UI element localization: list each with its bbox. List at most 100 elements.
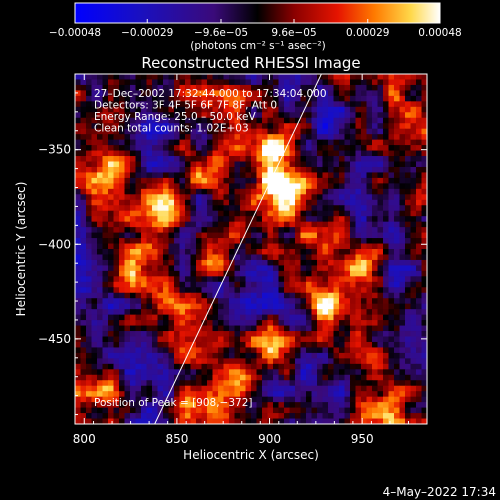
heatmap-cell	[212, 232, 219, 239]
heatmap-cell	[124, 287, 131, 294]
heatmap-cell	[405, 369, 411, 376]
heatmap-cell	[251, 341, 257, 348]
heatmap-cell	[130, 183, 136, 190]
heatmap-cell	[394, 106, 400, 113]
heatmap-cell	[146, 292, 153, 299]
heatmap-cell	[119, 183, 125, 190]
heatmap-cell	[388, 303, 395, 310]
heatmap-cell	[113, 281, 120, 288]
heatmap-cell	[207, 265, 213, 272]
heatmap-cell	[240, 221, 246, 228]
heatmap-cell	[405, 259, 411, 266]
heatmap-cell	[212, 188, 219, 195]
heatmap-cell	[223, 303, 230, 310]
heatmap-cell	[394, 358, 400, 365]
heatmap-cell	[234, 292, 241, 299]
heatmap-cell	[174, 221, 180, 228]
heatmap-cell	[108, 276, 114, 283]
heatmap-cell	[322, 325, 329, 332]
heatmap-cell	[317, 172, 323, 179]
heatmap-cell	[421, 396, 427, 403]
heatmap-cell	[300, 298, 307, 305]
heatmap-cell	[306, 413, 312, 419]
heatmap-cell	[113, 336, 120, 343]
heatmap-cell	[201, 259, 208, 266]
heatmap-cell	[322, 363, 329, 370]
heatmap-cell	[350, 123, 356, 130]
heatmap-cell	[102, 336, 109, 343]
heatmap-cell	[383, 331, 389, 337]
heatmap-cell	[130, 287, 136, 294]
heatmap-cell	[300, 358, 307, 365]
heatmap-cell	[234, 347, 241, 354]
heatmap-cell	[108, 396, 114, 403]
heatmap-cell	[251, 270, 257, 277]
heatmap-cell	[339, 106, 345, 113]
heatmap-cell	[240, 413, 246, 419]
heatmap-cell	[383, 145, 389, 151]
heatmap-cell	[152, 128, 158, 135]
heatmap-cell	[273, 199, 279, 206]
heatmap-cell	[399, 314, 406, 321]
heatmap-cell	[179, 380, 186, 387]
heatmap-cell	[168, 309, 175, 316]
heatmap-cell	[86, 166, 92, 173]
heatmap-cell	[234, 320, 241, 326]
heatmap-cell	[262, 95, 268, 102]
heatmap-cell	[377, 396, 384, 403]
heatmap-cell	[157, 391, 164, 398]
heatmap-cell	[130, 199, 136, 206]
heatmap-cell	[157, 325, 164, 332]
heatmap-cell	[80, 281, 87, 288]
heatmap-cell	[322, 331, 329, 337]
heatmap-cell	[394, 374, 400, 381]
heatmap-cell	[86, 298, 92, 305]
heatmap-cell	[240, 314, 246, 321]
heatmap-cell	[322, 243, 329, 250]
heatmap-cell	[190, 238, 197, 244]
heatmap-cell	[152, 238, 158, 244]
heatmap-cell	[201, 84, 208, 91]
heatmap-cell	[185, 320, 191, 326]
heatmap-cell	[262, 166, 268, 173]
heatmap-cell	[372, 112, 378, 119]
heatmap-cell	[333, 84, 340, 91]
heatmap-cell	[174, 287, 180, 294]
heatmap-cell	[223, 210, 230, 217]
heatmap-cell	[333, 232, 340, 239]
heatmap-cell	[256, 325, 263, 332]
heatmap-cell	[284, 134, 290, 141]
heatmap-cell	[212, 320, 219, 326]
heatmap-cell	[383, 112, 389, 119]
heatmap-cell	[344, 281, 351, 288]
heatmap-cell	[372, 320, 378, 326]
heatmap-cell	[218, 287, 224, 294]
heatmap-cell	[135, 347, 142, 354]
heatmap-cell	[168, 363, 175, 370]
heatmap-cell	[218, 79, 224, 86]
heatmap-cell	[157, 238, 164, 244]
heatmap-cell	[278, 90, 285, 97]
heatmap-cell	[278, 194, 285, 201]
heatmap-cell	[317, 407, 323, 414]
heatmap-cell	[300, 205, 307, 212]
heatmap-cell	[405, 227, 411, 233]
annotation-line: 27–Dec–2002 17:32:44.000 to 17:34:04.000	[94, 88, 327, 100]
heatmap-cell	[135, 380, 142, 387]
heatmap-cell	[262, 396, 268, 403]
heatmap-cell	[328, 221, 334, 228]
heatmap-cell	[229, 298, 235, 305]
heatmap-cell	[135, 205, 142, 212]
heatmap-cell	[218, 216, 224, 223]
heatmap-cell	[234, 128, 241, 135]
heatmap-cell	[410, 150, 417, 157]
heatmap-cell	[251, 292, 257, 299]
heatmap-cell	[333, 150, 340, 157]
heatmap-cell	[102, 139, 109, 146]
heatmap-cell	[251, 128, 257, 135]
heatmap-cell	[190, 336, 197, 343]
heatmap-cell	[339, 363, 345, 370]
heatmap-cell	[333, 352, 340, 359]
heatmap-cell	[416, 325, 422, 332]
heatmap-cell	[306, 391, 312, 398]
